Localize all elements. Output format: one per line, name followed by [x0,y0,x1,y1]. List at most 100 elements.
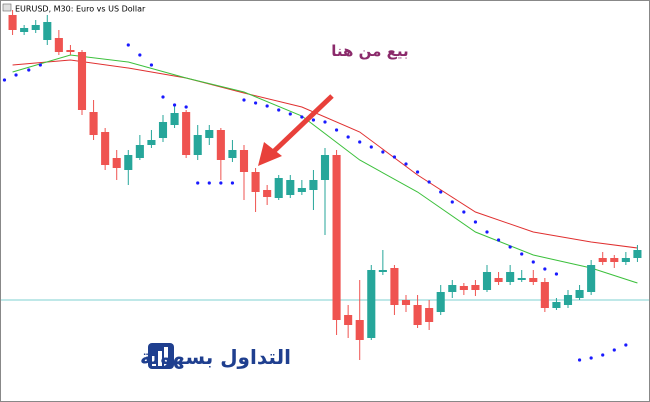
sar-dot [334,128,339,132]
candle-body [182,112,191,155]
candle-body [563,295,573,305]
sar-dot [369,145,373,149]
sar-dot [27,68,31,72]
sar-dot [462,210,466,214]
candle-body [77,52,87,110]
candle-body [367,270,376,338]
candle-body [459,286,468,290]
sar-dot [300,115,304,119]
sar-dot [149,63,154,67]
sar-dot [404,162,408,166]
sar-dot [311,118,316,122]
sar-dot [126,43,130,47]
candle-body [251,172,260,192]
candle-body [633,250,642,258]
window-icon [2,3,12,12]
sar-dot [253,101,258,105]
candle-body [482,272,492,290]
candle-body [263,190,272,197]
logo-icon [148,343,174,369]
sar-dot [450,200,454,204]
candle-body [297,188,306,192]
candle-body [112,158,121,168]
candle-body [20,28,29,32]
candle-body [401,300,411,305]
sar-dot [577,358,582,362]
sar-dot [207,181,211,185]
candle-body [101,132,110,165]
candle-body [31,25,40,30]
logo-bar [152,356,156,366]
arrow-head [258,142,282,166]
sar-dot [14,73,18,77]
candle-body [8,15,17,30]
sar-dot [196,181,200,185]
sar-dot [381,150,385,154]
candle-body [309,180,318,190]
chart-title: EURUSD, M30: Euro vs US Dollar [15,5,146,14]
annotation: بيع من هنا [331,42,408,60]
sar-dot [161,95,165,99]
sar-dot [242,98,246,102]
sar-dot [138,53,142,57]
candle-body [158,122,168,138]
candle-body [332,155,341,320]
candle-body [471,285,480,290]
candle-body [286,180,295,195]
candle-body [274,178,283,198]
candle-body [239,150,249,172]
sar-dot [323,120,327,124]
candle-body [517,278,526,280]
logo-bar [158,351,162,366]
sar-dot [184,105,188,109]
candle-body [610,258,619,262]
candle-body [228,150,237,158]
candle-body [587,265,596,292]
candle-body [54,38,63,52]
sar-dot [427,180,431,184]
arrow-shaft [268,94,334,157]
sar-dot [496,238,501,242]
sar-dot [531,260,535,264]
sar-dot [439,190,443,194]
candle-body [390,268,399,305]
candle-body [494,278,503,282]
sar-dot [392,155,397,159]
sar-dot [589,356,593,360]
candle-body [425,308,434,322]
candle-body [135,145,144,158]
sar-dot [473,220,478,224]
sar-dot [554,272,559,276]
candle-body [575,290,584,298]
sar-dot [219,181,223,185]
candle-body [621,258,630,262]
candle-body [216,130,225,160]
candle-body [66,50,75,52]
candle-body [506,272,515,282]
sar-dot [485,230,489,234]
sar-dot [415,170,420,174]
candle-body [43,22,52,40]
logo-bar [164,347,168,366]
sar-dot [358,140,362,144]
candle-body [378,270,387,272]
candle-body [170,113,179,125]
sar-dot [508,245,512,249]
candle-body [448,285,457,292]
sar-dot [265,104,269,108]
sar-dot [277,108,281,112]
candle-body [436,292,445,312]
sar-dot [38,63,42,67]
sar-dot [230,181,235,185]
candle-body [355,320,364,340]
candle-body [540,282,549,308]
candle-body [89,112,98,135]
sar-dot [288,112,292,116]
sar-dot [2,78,7,82]
candle-body [529,278,538,282]
moving-average [12,54,638,284]
moving-average [12,59,638,249]
sar-dot [612,348,616,352]
candle-body [193,135,202,155]
